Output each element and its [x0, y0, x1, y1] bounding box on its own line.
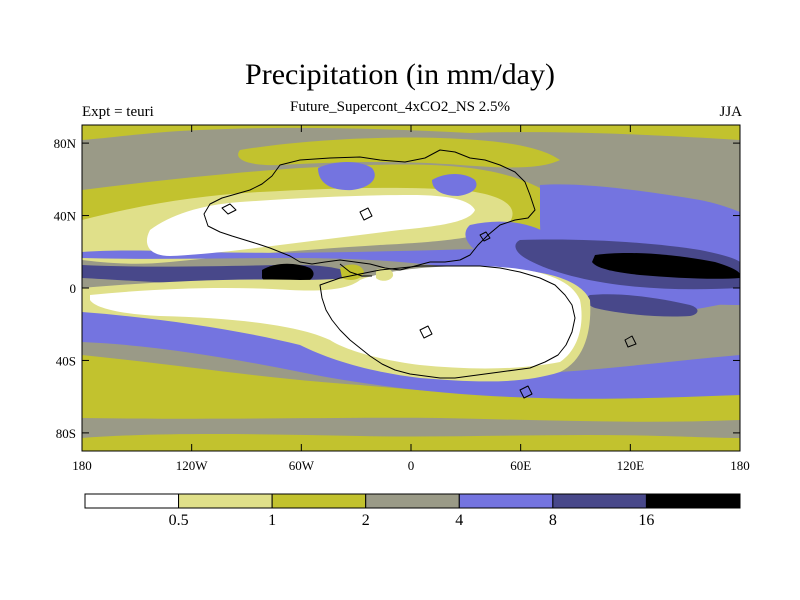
lon-tick-label: 60W [289, 458, 315, 473]
coastline [203, 149, 637, 399]
colorbar-label: 1 [268, 512, 276, 529]
precip-core-pacific [592, 252, 740, 279]
lon-tick-label: 0 [408, 458, 415, 473]
coastline-island-4 [419, 325, 433, 339]
colorbar-box [84, 493, 180, 509]
precip-band-south-storm-track [82, 300, 740, 399]
colorbar-label: 16 [638, 512, 654, 529]
lon-tick-label: 120E [617, 458, 645, 473]
colorbar: 0.5 1 2 4 8 16 [84, 493, 741, 529]
colorbar-box [365, 493, 460, 509]
colorbar-box [458, 493, 554, 509]
precip-band-north-pole [82, 125, 740, 140]
precip-area-south-dry [90, 266, 582, 369]
lon-tick-label: 120W [176, 458, 209, 473]
colorbar-label: 0.5 [169, 512, 189, 529]
lat-tick-label: 0 [70, 281, 77, 296]
precip-area-north-dry [146, 195, 475, 256]
coastline-bridge [339, 263, 372, 277]
coastline-island-6 [624, 335, 637, 348]
precip-band-east-heavy [585, 294, 698, 317]
coastline-island-3 [479, 231, 491, 242]
lon-tick-label: 60E [510, 458, 531, 473]
colorbar-box [552, 493, 647, 509]
colorbar-label: 2 [362, 512, 370, 529]
precip-band-north-upper [238, 137, 560, 168]
colorbar-label: 8 [549, 512, 557, 529]
map-field [82, 125, 740, 451]
season-label: JJA [719, 104, 742, 120]
lat-tick-label: 40S [56, 353, 76, 368]
coastline-north [203, 149, 536, 271]
precip-band-south-pole [82, 434, 740, 451]
colorbar-box [178, 493, 273, 509]
map-axes: 80N 40N 0 40S 80S 180 120W 60W 0 60E 120E 180 [54, 125, 750, 473]
map-subtitle: Future_Supercont_4xCO2_NS 2.5% [290, 99, 510, 115]
colorbar-label: 4 [455, 512, 463, 529]
experiment-label: Expt = teuri [82, 104, 154, 120]
lat-tick-label: 80S [56, 426, 76, 441]
precip-spot-atlantic-2 [376, 268, 394, 281]
lat-tick-label: 80N [54, 136, 77, 151]
coastline-south [319, 265, 576, 379]
coastline-island-1 [221, 203, 237, 215]
precip-band-asia-blue [432, 174, 477, 196]
lon-tick-label: 180 [72, 458, 92, 473]
map-title: Precipitation (in mm/day) [245, 58, 555, 91]
lon-tick-label: 180 [730, 458, 750, 473]
colorbar-box [645, 493, 741, 509]
coastline-island-5 [519, 385, 533, 399]
colorbar-box [271, 493, 367, 509]
lat-tick-label: 40N [54, 209, 77, 224]
coastline-island-2 [359, 207, 373, 221]
precip-band-south-mid [82, 355, 740, 422]
precip-band-north-small-blue [318, 162, 375, 191]
